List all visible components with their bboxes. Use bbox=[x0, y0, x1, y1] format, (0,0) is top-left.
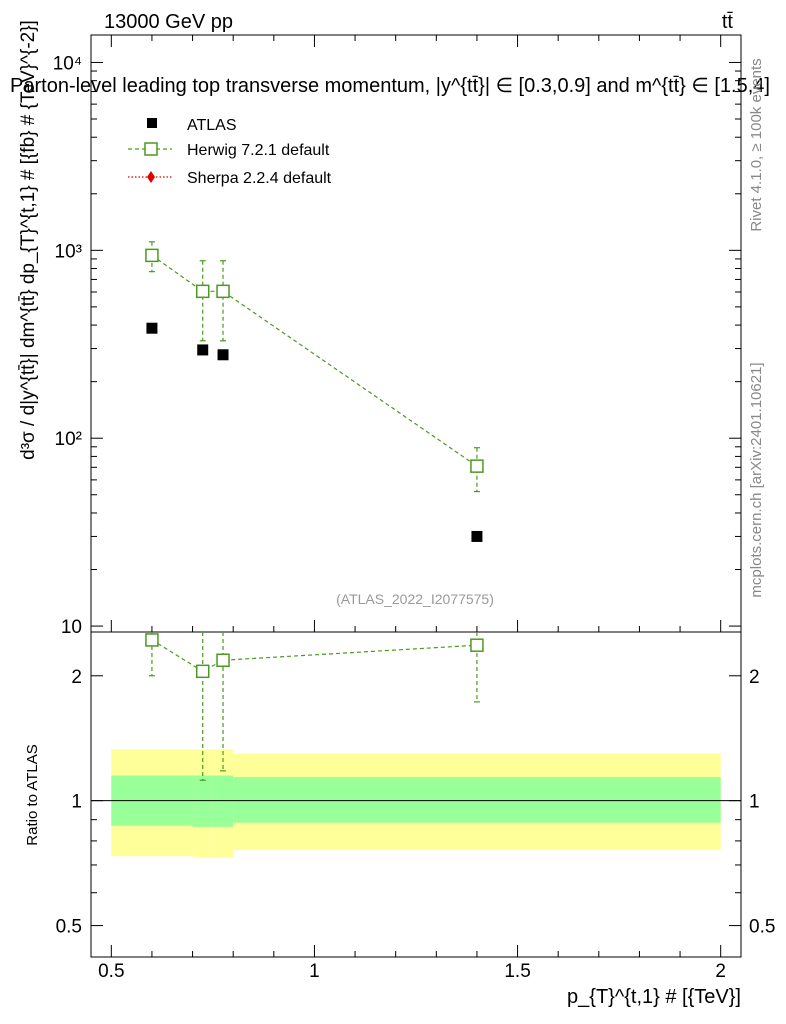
ratio-herwig-point bbox=[145, 633, 159, 647]
ratio-band-stat-bin-3 bbox=[233, 777, 721, 823]
main-y-tick-label: 10 bbox=[61, 617, 82, 638]
ratio-herwig-point bbox=[216, 653, 230, 667]
x-axis-label: p_{T}^{t,1} # [{TeV}] bbox=[567, 986, 741, 1008]
legend-herwig-label: Herwig 7.2.1 default bbox=[187, 142, 330, 159]
ratio-y-tick-label-left: 0.5 bbox=[56, 917, 82, 938]
x-tick-label: 0.5 bbox=[98, 961, 124, 982]
main-y-tick-label: 10⁴ bbox=[53, 53, 82, 74]
main-y-tick-label: 10² bbox=[55, 429, 82, 450]
rivet-label: Rivet 4.1.0, ≥ 100k events bbox=[748, 58, 765, 231]
x-ticks: 0.5 1 1.5 2 bbox=[98, 35, 726, 982]
atlas-point bbox=[217, 349, 229, 361]
main-y-tick-label: 10³ bbox=[55, 241, 82, 262]
process-label: tt̄ bbox=[722, 11, 734, 33]
mcplots-label: mcplots.cern.ch [arXiv:2401.10621] bbox=[748, 362, 765, 597]
ratio-y-tick-label-left: 1 bbox=[71, 792, 82, 813]
ratio-y-tick-label-left: 2 bbox=[71, 667, 82, 688]
atlas-point bbox=[471, 530, 483, 542]
herwig-series bbox=[145, 241, 484, 493]
atlas-series bbox=[146, 322, 483, 542]
herwig-point bbox=[216, 284, 230, 299]
energy-label: 13000 GeV pp bbox=[104, 11, 233, 33]
main-y-axis-label: d³σ / d|y^{tt̄}| dm^{tt̄} dp_{T}^{t,1} #… bbox=[18, 20, 39, 460]
main-y-ticks: 10 10² 10³ 10⁴ bbox=[53, 53, 741, 638]
ratio-y-tick-label-right: 1 bbox=[749, 792, 760, 813]
ratio-y-tick-label-right: 0.5 bbox=[749, 917, 775, 938]
herwig-line bbox=[151, 254, 478, 467]
x-tick-label: 1.5 bbox=[504, 961, 530, 982]
legend-atlas-label: ATLAS bbox=[187, 117, 237, 134]
herwig-point bbox=[145, 248, 159, 263]
ratio-frame bbox=[90, 631, 742, 958]
herwig-point bbox=[195, 284, 210, 299]
ratio-herwig-point bbox=[470, 638, 484, 652]
legend-atlas-marker bbox=[147, 118, 157, 128]
ratio-herwig-series bbox=[145, 632, 484, 781]
ratio-herwig-line bbox=[151, 639, 477, 673]
ratio-y-axis-label: Ratio to ATLAS bbox=[24, 744, 41, 845]
atlas-point bbox=[146, 322, 158, 334]
x-tick-label: 2 bbox=[715, 961, 726, 982]
legend-sherpa-marker bbox=[147, 171, 155, 183]
legend: ATLAS Herwig 7.2.1 default Sherpa 2.2.4 … bbox=[128, 117, 332, 187]
analysis-watermark: (ATLAS_2022_I2077575) bbox=[336, 591, 494, 607]
ratio-y-tick-label-right: 2 bbox=[749, 667, 760, 688]
atlas-point bbox=[197, 344, 209, 356]
plot-title: Parton-level leading top transverse mome… bbox=[10, 75, 770, 97]
x-tick-label: 1 bbox=[309, 961, 320, 982]
legend-herwig-marker bbox=[144, 142, 158, 156]
ratio-herwig-point bbox=[195, 664, 210, 679]
legend-sherpa-label: Sherpa 2.2.4 default bbox=[187, 170, 332, 187]
herwig-point bbox=[470, 459, 484, 473]
ratio-y-ticks: 0.5 0.5 1 1 2 2 bbox=[56, 667, 776, 938]
